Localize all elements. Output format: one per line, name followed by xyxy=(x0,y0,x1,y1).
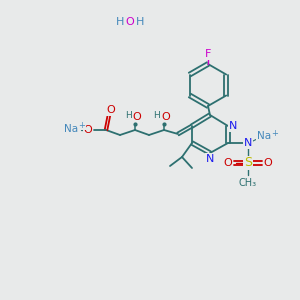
Text: F: F xyxy=(205,49,211,59)
Text: +: + xyxy=(79,121,86,130)
Text: +: + xyxy=(272,128,278,137)
Text: N: N xyxy=(229,121,237,131)
Text: O: O xyxy=(133,112,141,122)
Text: O: O xyxy=(126,17,134,27)
Text: N: N xyxy=(244,138,252,148)
Text: H: H xyxy=(124,112,131,121)
Text: H: H xyxy=(136,17,144,27)
Text: Na: Na xyxy=(257,131,271,141)
Text: O: O xyxy=(162,112,170,122)
Text: S: S xyxy=(244,157,252,169)
Text: H: H xyxy=(154,112,160,121)
Text: Na: Na xyxy=(64,124,78,134)
Text: O: O xyxy=(224,158,232,168)
Text: H: H xyxy=(116,17,124,27)
Text: O: O xyxy=(106,105,116,115)
Text: CH₃: CH₃ xyxy=(239,178,257,188)
Text: N: N xyxy=(206,154,214,164)
Text: O: O xyxy=(84,125,92,135)
Text: O: O xyxy=(264,158,272,168)
